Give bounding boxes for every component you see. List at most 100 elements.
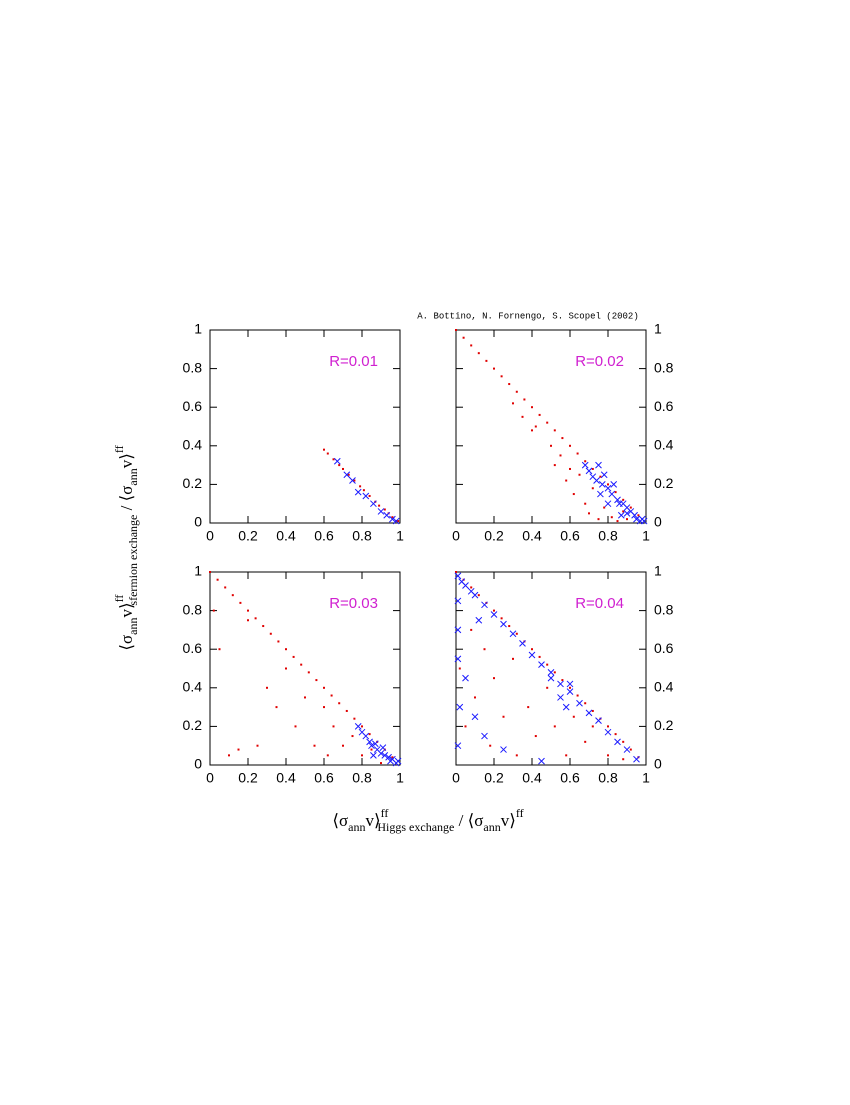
dot-point	[603, 506, 606, 509]
dot-point	[285, 667, 287, 670]
dot-point	[531, 429, 533, 432]
cross-point	[362, 492, 370, 500]
cross-point	[617, 511, 625, 519]
dot-point	[359, 485, 362, 488]
cross-point	[471, 591, 479, 599]
dot-point	[534, 735, 537, 738]
cross-point	[462, 582, 469, 589]
dot-point	[361, 754, 363, 757]
dot-point	[591, 709, 594, 712]
y-tick-label: 0.6	[654, 398, 674, 414]
dot-point	[610, 516, 613, 519]
dot-point	[626, 518, 628, 521]
dot-point	[345, 709, 348, 712]
dot-point	[237, 748, 240, 751]
cross-point	[481, 601, 488, 609]
dot-point	[527, 706, 530, 709]
dot-point	[462, 336, 465, 339]
x-tick-label: 0	[206, 770, 214, 786]
y-tick-label: 0	[194, 756, 202, 772]
cross-point	[500, 620, 507, 628]
cross-point	[381, 751, 389, 759]
dot-point	[231, 594, 234, 597]
y-tick-label: 0.4	[183, 437, 203, 453]
y-tick-label: 0.6	[183, 398, 203, 414]
cross-point	[538, 757, 545, 765]
dot-point	[538, 413, 541, 416]
cross-point	[576, 699, 583, 707]
x-tick-label: 1	[396, 528, 404, 544]
dot-point	[285, 648, 287, 651]
dot-point	[347, 473, 350, 476]
dot-point	[546, 663, 549, 666]
dot-point	[342, 467, 344, 470]
dot-point	[629, 506, 632, 509]
dot-point	[572, 493, 575, 496]
label-part: ⟨σ	[332, 811, 348, 830]
cross-point	[595, 461, 602, 469]
label-part: / ⟨σ	[117, 486, 136, 515]
dot-point	[614, 733, 617, 736]
label-part: Higgs exchange	[377, 820, 454, 834]
dot-point	[275, 706, 278, 709]
x-axis-label: ⟨σannv⟩ff Higgs exchange / ⟨σannv⟩ff	[332, 806, 523, 834]
dot-point	[362, 489, 365, 492]
dot-point	[218, 648, 221, 651]
dot-point	[546, 421, 549, 424]
dot-point	[216, 578, 219, 581]
dot-point	[470, 344, 473, 347]
dot-point	[550, 444, 552, 447]
cross-point	[633, 755, 640, 763]
label-part: ff	[112, 445, 126, 453]
dot-point	[483, 648, 486, 651]
dot-point	[591, 467, 594, 470]
dot-point	[338, 702, 341, 705]
dot-point	[458, 667, 461, 670]
dot-point	[323, 706, 325, 709]
dot-point	[553, 429, 556, 432]
x-tick-label: 0.8	[352, 528, 372, 544]
x-tick-label: 0	[452, 528, 460, 544]
cross-point	[557, 694, 564, 701]
dot-point	[584, 702, 587, 705]
dot-point	[565, 754, 568, 757]
dot-point	[353, 717, 356, 720]
x-tick-label: 0.6	[314, 770, 334, 786]
cross-point	[392, 517, 400, 525]
dot-point	[477, 352, 480, 355]
label-part: ann	[483, 820, 500, 834]
dot-point	[515, 632, 518, 635]
dot-point	[470, 628, 473, 631]
cross-point	[557, 680, 564, 688]
label-part: v⟩	[365, 811, 380, 830]
dot-point	[378, 504, 381, 507]
dot-point	[368, 733, 371, 736]
dot-point	[576, 452, 579, 455]
dot-point	[474, 696, 476, 699]
x-tick-label: 0.8	[598, 528, 618, 544]
panel-frame	[455, 571, 647, 766]
x-tick-label: 0.4	[522, 770, 542, 786]
x-tick-label: 0.4	[522, 528, 542, 544]
dot-point	[607, 725, 609, 728]
y-tick-label: 0.4	[183, 679, 203, 695]
cross-point	[581, 461, 589, 469]
y-tick-label: 0.2	[183, 475, 203, 491]
label-part: ff	[112, 595, 126, 603]
dot-point	[561, 679, 564, 682]
y-tick-label: 0.6	[183, 640, 203, 656]
cross-point	[640, 517, 648, 525]
cross-point	[362, 732, 370, 740]
cross-point	[456, 703, 464, 711]
cross-point	[389, 515, 396, 523]
dot-point	[588, 512, 590, 515]
label-part: v⟩	[117, 602, 136, 617]
cross-point	[383, 511, 391, 519]
y-tick-label: 1	[194, 321, 202, 337]
dot-point	[614, 491, 617, 494]
cross-point	[354, 488, 362, 496]
x-tick-label: 0.8	[352, 770, 372, 786]
dot-point	[489, 744, 492, 747]
label-part: ff	[516, 806, 524, 820]
x-tick-label: 0.6	[314, 528, 334, 544]
